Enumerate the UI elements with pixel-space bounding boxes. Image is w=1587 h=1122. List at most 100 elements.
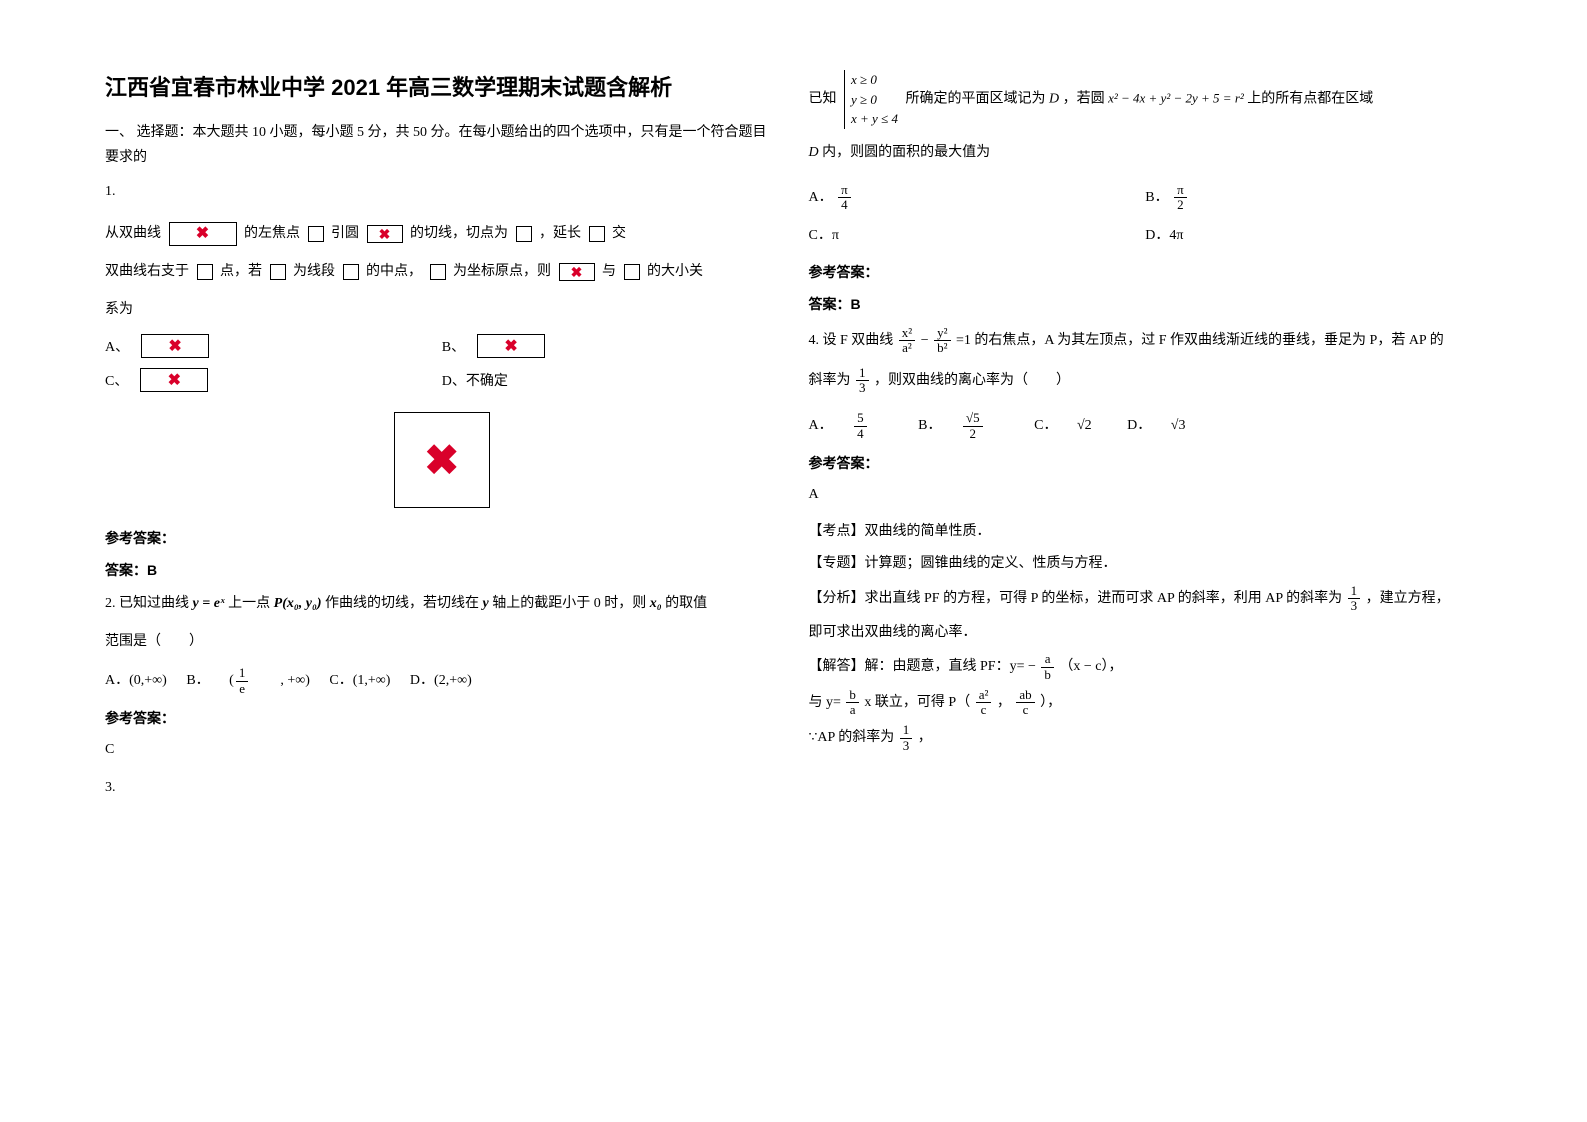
frac-num: √5 xyxy=(963,411,983,426)
q2-td: 轴上的截距小于 0 时，则 xyxy=(492,596,646,611)
q4-tc: 斜率为 xyxy=(809,373,851,388)
q2-f3: y xyxy=(483,596,489,611)
q1-t8: 点，若 xyxy=(220,264,262,279)
q2-tb: 上一点 xyxy=(228,596,270,611)
q3-tc: ，若圆 xyxy=(1063,91,1105,106)
q3-ans-label: 参考答案： xyxy=(809,262,1483,282)
frac-den: 4 xyxy=(854,427,867,441)
q1-t13: 的大小关 xyxy=(647,264,703,279)
jd-d: x 联立，可得 P（ xyxy=(864,695,970,710)
frac-den: e xyxy=(236,682,249,696)
q4-jieda1: 【解答】解：由题意，直线 PF：y= − a b （x − c）， xyxy=(809,652,1483,682)
placeholder-icon xyxy=(516,226,532,242)
q1-number: 1. xyxy=(105,184,779,200)
q4-td: ，则双曲线的离心率为（ ） xyxy=(874,373,1070,388)
placeholder-icon: ✖ xyxy=(477,334,545,358)
q4-tb: =1 的右焦点，A 为其左顶点，过 F 作双曲线渐近线的垂线，垂足为 P，若 A… xyxy=(956,333,1444,348)
q4-minus: − xyxy=(921,333,932,348)
x-mark-icon: ✖ xyxy=(424,436,459,485)
q3-circle: x² − 4x + y² − 2y + 5 = r² xyxy=(1108,90,1244,105)
q3-number: 3. xyxy=(105,774,779,802)
placeholder-icon: ✖ xyxy=(394,412,490,508)
frac-den: 2 xyxy=(963,427,983,441)
jd-a: 【解答】解：由题意，直线 PF：y= − xyxy=(809,659,1036,674)
q4-ans-label: 参考答案： xyxy=(809,453,1483,473)
q4-fenxi: 【分析】求出直线 PF 的方程，可得 P 的坐标，进而可求 AP 的斜率，利用 … xyxy=(809,584,1483,614)
frac-num: a xyxy=(1041,652,1054,667)
placeholder-icon: ✖ xyxy=(367,225,403,243)
frac-den: a² xyxy=(899,341,915,355)
section-intro: 一、 选择题：本大题共 10 小题，每小题 5 分，共 50 分。在每小题给出的… xyxy=(105,120,779,170)
optB-label: B、 xyxy=(442,336,465,356)
q1-optA: A、 ✖ xyxy=(105,334,442,358)
left-column: 江西省宜春市林业中学 2021 年高三数学理期末试题含解析 一、 选择题：本大题… xyxy=(90,70,794,1052)
q1-optD: D、不确定 xyxy=(442,368,779,392)
q1-t2: 的左焦点 xyxy=(244,226,300,241)
q4-kaodian: 【考点】双曲线的简单性质． xyxy=(809,519,1483,546)
q3-optC: C．π xyxy=(809,218,1146,250)
fenxi-a: 【分析】求出直线 PF 的方程，可得 P 的坐标，进而可求 AP 的斜率，利用 … xyxy=(809,591,1343,606)
q4-optA: A． 5 4 xyxy=(809,418,903,433)
q2-f4: x₀ xyxy=(650,596,662,611)
q2-optC: C．(1,+∞) xyxy=(329,673,390,688)
optD-val: √3 xyxy=(1171,418,1186,433)
q3-D: D xyxy=(1049,91,1059,106)
fenxi-b: ，建立方程， xyxy=(1366,591,1450,606)
q4-hx: x² a² xyxy=(899,326,915,356)
q2-optB: B． ( 1 e , +∞) xyxy=(186,673,313,688)
q4-ta: 4. 设 F 双曲线 xyxy=(809,333,894,348)
q2-answer: C xyxy=(105,736,779,764)
frac-den: a xyxy=(846,703,859,717)
q1-t4: 的切线，切点为 xyxy=(410,226,508,241)
q3-answer: 答案：B xyxy=(809,294,1483,314)
x-mark-icon: ✖ xyxy=(168,336,181,356)
frac-num: b xyxy=(846,688,859,703)
frac-den: 2 xyxy=(1174,198,1187,212)
q2-optA: A．(0,+∞) xyxy=(105,673,167,688)
q1-t7: 双曲线右支于 xyxy=(105,264,189,279)
q1-optC: C、 ✖ xyxy=(105,368,442,392)
q3-cases: x ≥ 0 y ≥ 0 x + y ≤ 4 xyxy=(844,70,898,129)
q2-ans-label: 参考答案： xyxy=(105,708,779,728)
optA-pre: A． xyxy=(809,418,833,433)
q4-jieda2: 与 y= b a x 联立，可得 P（ a² c ， ab c ）， xyxy=(809,688,1483,718)
frac-num: 1 xyxy=(900,723,913,738)
optB-frac: π 2 xyxy=(1174,183,1187,213)
q2-optD: D．(2,+∞) xyxy=(410,673,472,688)
q1-line2: 双曲线右支于 点，若 为线段 的中点， 为坐标原点，则 ✖ 与 的大小关 xyxy=(105,258,779,286)
q2-optB-frac: 1 e xyxy=(236,666,265,696)
q2-text2: 范围是（ ） xyxy=(105,628,779,656)
jd-frac5: 1 3 xyxy=(900,723,913,753)
q1-t10: 的中点， xyxy=(366,264,422,279)
jd-comma: ， xyxy=(997,695,1011,710)
optA-label: A、 xyxy=(105,336,129,356)
q3-line2: D 内，则圆的面积的最大值为 xyxy=(809,139,1483,167)
case3: x + y ≤ 4 xyxy=(851,109,898,129)
placeholder-icon xyxy=(589,226,605,242)
frac-num: 1 xyxy=(1348,584,1361,599)
jd-frac1: a b xyxy=(1041,652,1054,682)
frac-num: 1 xyxy=(236,666,249,681)
jd-frac2: b a xyxy=(846,688,859,718)
optB-frac: √5 2 xyxy=(963,411,999,441)
q4-optC: C． √2 xyxy=(1034,418,1111,433)
placeholder-icon: ✖ xyxy=(140,368,208,392)
q1-t3: 引圆 xyxy=(331,226,359,241)
jd-e: ）， xyxy=(1040,695,1061,710)
right-column: 已知 x ≥ 0 y ≥ 0 x + y ≤ 4 所确定的平面区域记为 D ，若… xyxy=(794,70,1498,1052)
q4-answer: A xyxy=(809,481,1483,509)
q1-answer: 答案：B xyxy=(105,560,779,580)
jd-b: （x − c）， xyxy=(1059,659,1122,674)
frac-den: c xyxy=(1016,703,1034,717)
q2-te: 的取值 xyxy=(665,596,707,611)
q3-options: A． π 4 B． π 2 C．π D．4π xyxy=(809,177,1483,251)
q3-optD: D．4π xyxy=(1145,218,1482,250)
x-mark-icon: ✖ xyxy=(196,218,209,250)
frac-num: a² xyxy=(976,688,992,703)
frac-num: π xyxy=(838,183,851,198)
placeholder-icon xyxy=(624,264,640,280)
q1-options-row2: C、 ✖ D、不确定 xyxy=(105,368,779,392)
frac-num: y² xyxy=(934,326,950,341)
frac-den: b xyxy=(1041,668,1054,682)
q1-optB: B、 ✖ xyxy=(442,334,779,358)
